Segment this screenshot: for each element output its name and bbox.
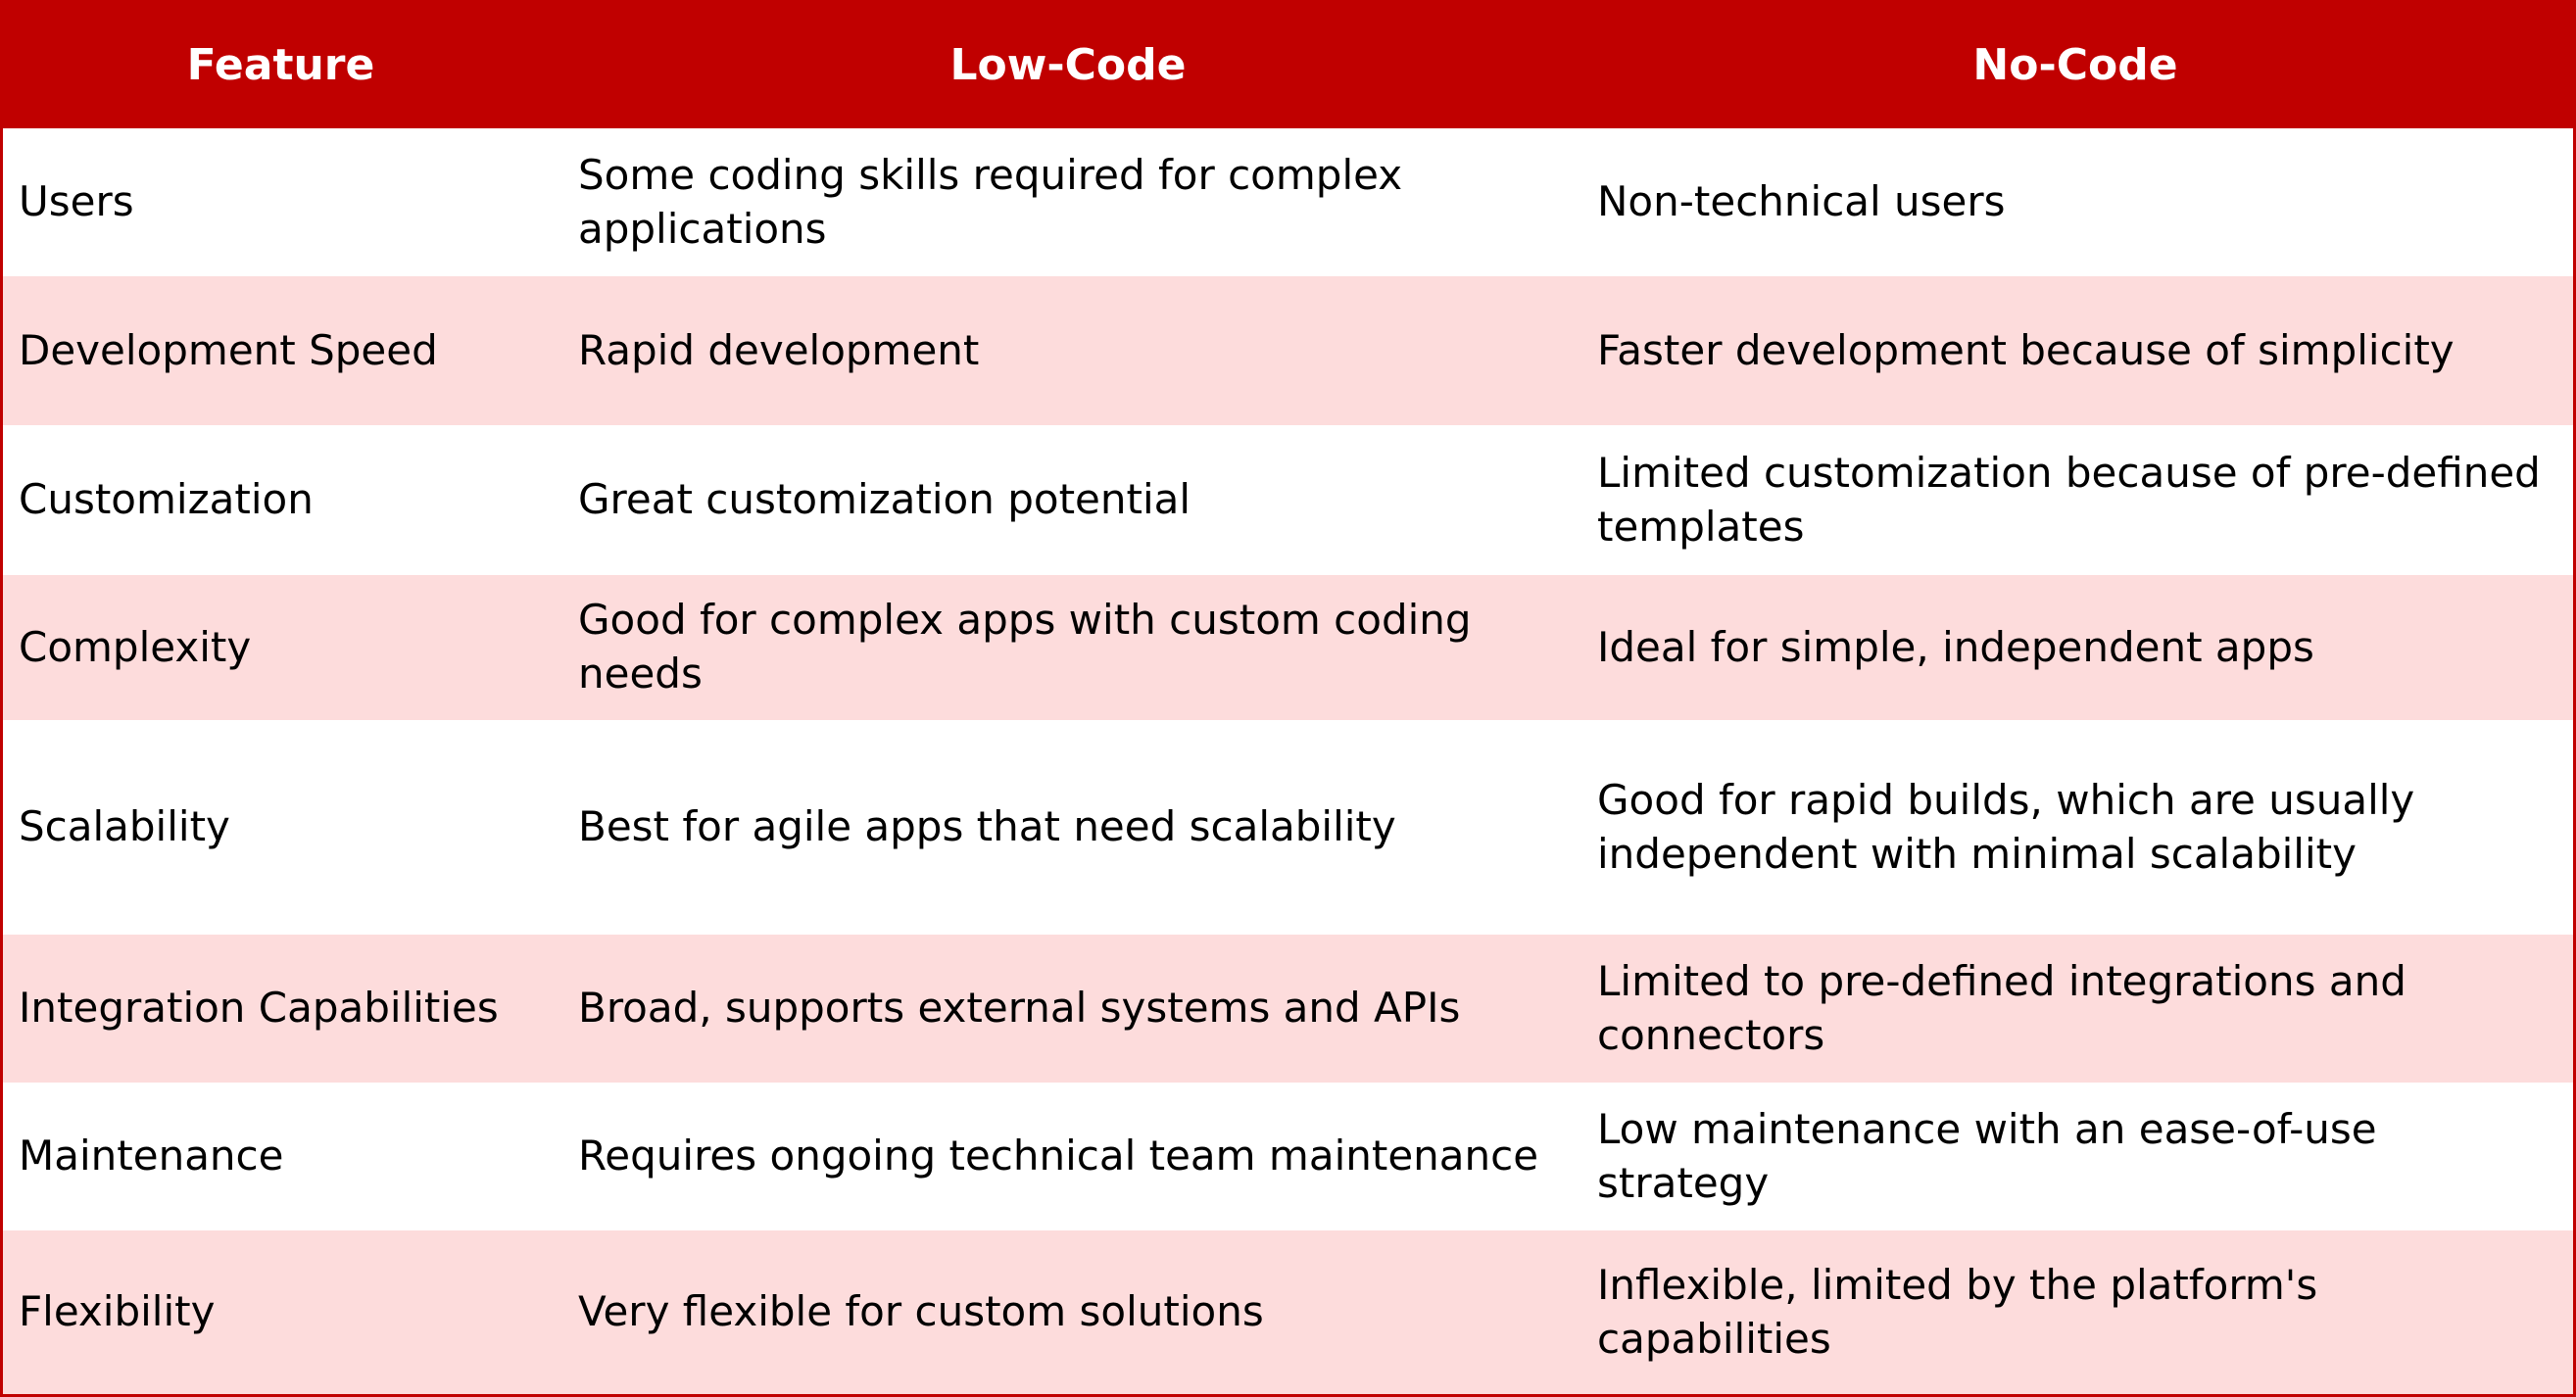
table-cell: Scalability	[3, 720, 559, 935]
table-cell: Development Speed	[3, 276, 559, 425]
table-cell: Non-technical users	[1578, 128, 2573, 276]
table-cell: Requires ongoing technical team maintena…	[559, 1083, 1578, 1230]
table-cell: Users	[3, 128, 559, 276]
header-cell: Low-Code	[559, 3, 1578, 128]
header-cell: No-Code	[1578, 3, 2573, 128]
table-cell: Rapid development	[559, 276, 1578, 425]
table-cell: Best for agile apps that need scalabilit…	[559, 720, 1578, 935]
table-cell: Integration Capabilities	[3, 935, 559, 1083]
table-cell: Limited customization because of pre-def…	[1578, 425, 2573, 575]
table-cell: Good for rapid builds, which are usually…	[1578, 720, 2573, 935]
table-cell: Great customization potential	[559, 425, 1578, 575]
table-cell: Inflexible, limited by the platform's ca…	[1578, 1230, 2573, 1394]
table-cell: Limited to pre-defined integrations and …	[1578, 935, 2573, 1083]
table-cell: Complexity	[3, 575, 559, 720]
table-cell: Customization	[3, 425, 559, 575]
table-cell: Ideal for simple, independent apps	[1578, 575, 2573, 720]
table-cell: Maintenance	[3, 1083, 559, 1230]
header-cell: Feature	[3, 3, 559, 128]
table-cell: Low maintenance with an ease-of-use stra…	[1578, 1083, 2573, 1230]
table-cell: Flexibility	[3, 1230, 559, 1394]
table-cell: Good for complex apps with custom coding…	[559, 575, 1578, 720]
table-cell: Broad, supports external systems and API…	[559, 935, 1578, 1083]
table-cell: Some coding skills required for complex …	[559, 128, 1578, 276]
table-cell: Very flexible for custom solutions	[559, 1230, 1578, 1394]
table-cell: Faster development because of simplicity	[1578, 276, 2573, 425]
